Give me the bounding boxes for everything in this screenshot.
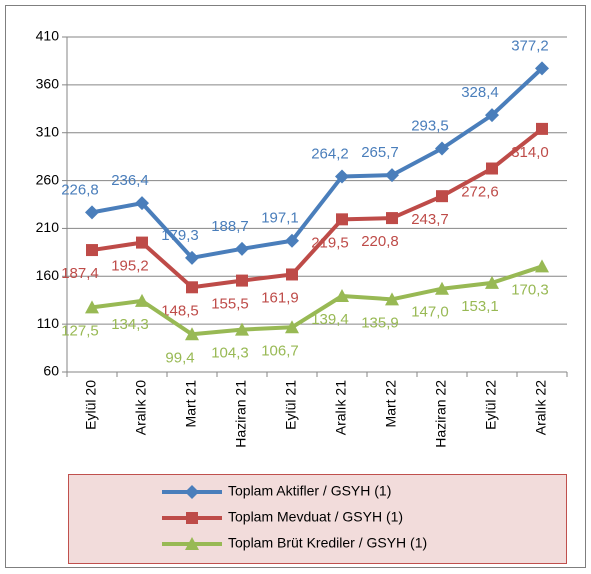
y-tick-label: 110 <box>37 315 60 331</box>
marker <box>185 537 199 550</box>
marker <box>435 141 449 156</box>
y-tick-label: 310 <box>36 123 60 139</box>
data-label: 106,7 <box>261 342 299 359</box>
data-label: 153,1 <box>461 298 499 315</box>
marker <box>185 327 199 341</box>
marker <box>185 485 199 499</box>
data-label: 293,5 <box>411 117 449 134</box>
marker <box>85 205 99 220</box>
data-label: 139,4 <box>311 311 349 328</box>
y-tick-label: 60 <box>43 363 59 379</box>
marker <box>486 162 498 175</box>
x-tick-label: Mart 22 <box>383 380 399 428</box>
series-line <box>91 66 544 260</box>
marker <box>335 169 349 184</box>
marker <box>385 168 399 183</box>
data-label: 195,2 <box>111 258 149 275</box>
marker <box>535 259 549 273</box>
data-label: 236,4 <box>111 172 149 189</box>
marker <box>285 320 299 334</box>
y-tick-label: 260 <box>36 171 60 187</box>
y-tick-label: 410 <box>36 28 60 44</box>
x-tick-label: Eylül 21 <box>283 380 299 430</box>
marker <box>535 61 549 76</box>
data-label: 161,9 <box>261 289 299 306</box>
marker <box>185 250 199 265</box>
data-label: 134,3 <box>111 316 149 333</box>
y-tick-label: 160 <box>36 267 60 283</box>
marker <box>86 244 98 257</box>
y-tick-label: 210 <box>36 219 60 235</box>
x-tick-label: Haziran 21 <box>233 380 249 448</box>
x-tick-label: Eylül 20 <box>83 380 99 430</box>
data-label: 148,5 <box>161 302 199 319</box>
data-label: 265,7 <box>361 144 399 161</box>
data-label: 187,4 <box>61 265 99 282</box>
x-tick-label: Aralık 21 <box>333 380 349 435</box>
data-label: 179,3 <box>161 227 199 244</box>
marker <box>485 275 499 289</box>
marker <box>186 512 198 524</box>
marker <box>286 268 298 281</box>
data-label: 155,5 <box>211 296 249 313</box>
legend-label: Toplam Brüt Krediler / GSYH (1) <box>228 535 427 551</box>
data-label: 170,3 <box>511 281 549 298</box>
marker <box>135 293 149 307</box>
data-label: 99,4 <box>165 349 194 366</box>
marker <box>386 212 398 225</box>
legend-label: Toplam Mevduat / GSYH (1) <box>228 509 403 525</box>
marker <box>436 190 448 203</box>
marker <box>485 108 499 123</box>
data-label: 226,8 <box>61 181 99 198</box>
series-line <box>91 264 543 337</box>
marker <box>135 196 149 211</box>
marker <box>536 122 548 135</box>
data-label: 147,0 <box>411 304 449 321</box>
marker <box>336 213 348 226</box>
x-tick-label: Mart 21 <box>183 380 199 428</box>
marker <box>285 233 299 248</box>
series-line <box>91 127 544 290</box>
legend-box <box>68 474 567 564</box>
data-label: 135,9 <box>361 314 399 331</box>
marker <box>435 281 449 295</box>
data-label: 264,2 <box>311 146 349 163</box>
data-label: 243,7 <box>411 211 449 228</box>
data-label: 188,7 <box>211 218 249 235</box>
x-tick-label: Haziran 22 <box>433 380 449 448</box>
data-label: 220,8 <box>361 233 399 250</box>
marker <box>136 236 148 249</box>
marker <box>236 274 248 287</box>
data-label: 377,2 <box>511 37 549 54</box>
data-label: 219,5 <box>311 234 349 251</box>
data-label: 328,4 <box>461 84 499 101</box>
data-label: 104,3 <box>211 345 249 362</box>
marker <box>235 322 249 336</box>
x-tick-label: Aralık 22 <box>533 380 549 435</box>
marker <box>235 241 249 256</box>
data-label: 314,0 <box>511 144 549 161</box>
y-tick-label: 360 <box>36 76 60 92</box>
marker <box>335 289 349 303</box>
data-label: 272,6 <box>461 183 499 200</box>
data-label: 127,5 <box>61 322 99 339</box>
x-tick-label: Aralık 20 <box>133 380 149 435</box>
legend-label: Toplam Aktifler / GSYH (1) <box>228 483 391 499</box>
marker <box>186 281 198 294</box>
x-tick-label: Eylül 22 <box>483 380 499 430</box>
data-label: 197,1 <box>261 210 299 227</box>
marker <box>385 292 399 306</box>
marker <box>85 300 99 314</box>
